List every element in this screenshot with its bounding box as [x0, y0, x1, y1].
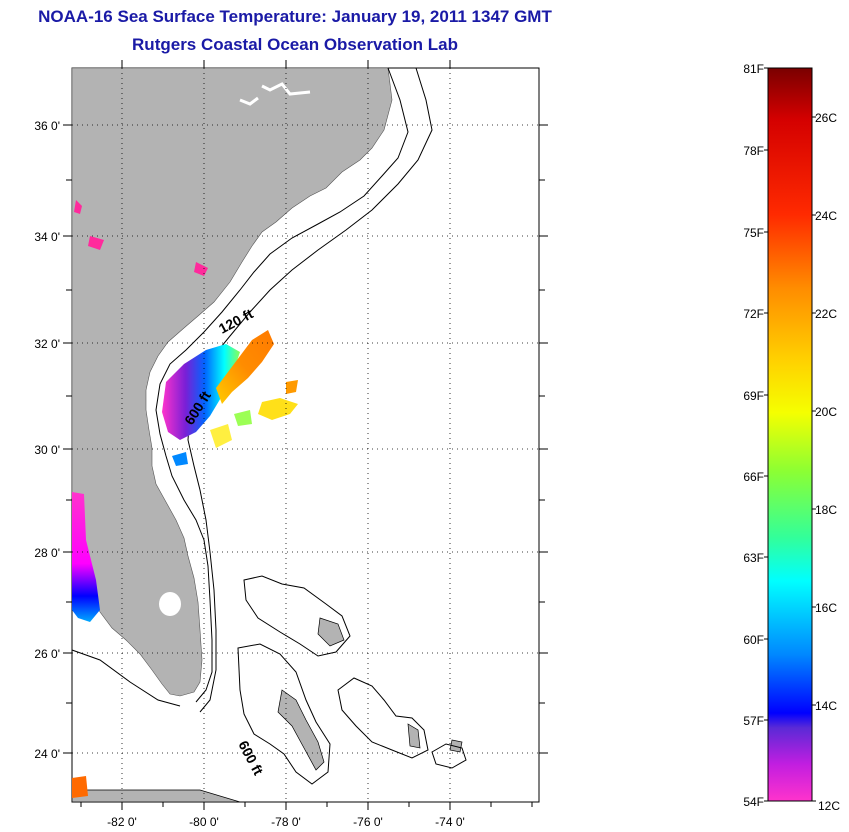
colorbar-fahrenheit-labels: 81F 78F 75F 72F 69F 66F 63F 60F 57F 54F — [743, 62, 764, 809]
colorbar-c-label: 22C — [815, 307, 837, 321]
colorbar-c-label: 20C — [815, 405, 837, 419]
colorbar-f-label: 63F — [743, 551, 764, 565]
sst-data — [72, 200, 298, 798]
lat-label: 26 0' — [34, 647, 60, 661]
colorbar-c-label: 14C — [815, 699, 837, 713]
lat-label: 28 0' — [34, 546, 60, 560]
colorbar-f-label: 60F — [743, 633, 764, 647]
colorbar-c-label: 12C — [818, 799, 840, 813]
colorbar-f-label: 75F — [743, 226, 764, 240]
latitude-labels: 36 0' 34 0' 32 0' 30 0' 28 0' 26 0' 24 0… — [34, 119, 60, 761]
colorbar-f-label: 72F — [743, 307, 764, 321]
lat-label: 32 0' — [34, 337, 60, 351]
lon-label: -74 0' — [435, 815, 465, 829]
colorbar-f-label: 81F — [743, 62, 764, 76]
colorbar-c-label: 24C — [815, 209, 837, 223]
map-title: NOAA-16 Sea Surface Temperature: January… — [38, 7, 552, 26]
colorbar-c-label: 16C — [815, 601, 837, 615]
lon-label: -76 0' — [353, 815, 383, 829]
colorbar-f-label: 78F — [743, 144, 764, 158]
map-subtitle: Rutgers Coastal Ocean Observation Lab — [132, 35, 458, 54]
colorbar-f-label: 57F — [743, 714, 764, 728]
colorbar-c-label: 26C — [815, 111, 837, 125]
lat-label: 36 0' — [34, 119, 60, 133]
lon-label: -78 0' — [271, 815, 301, 829]
lat-label: 34 0' — [34, 230, 60, 244]
axis-ticks — [63, 60, 548, 810]
lat-label: 24 0' — [34, 747, 60, 761]
colorbar-f-label: 69F — [743, 389, 764, 403]
sound-water — [261, 82, 311, 96]
land-mainland — [71, 67, 393, 697]
lon-label: -82 0' — [107, 815, 137, 829]
lat-label: 30 0' — [34, 443, 60, 457]
colorbar-c-label: 18C — [815, 503, 837, 517]
bahamas-island — [277, 689, 325, 771]
colorbar-f-label: 66F — [743, 470, 764, 484]
lon-label: -80 0' — [189, 815, 219, 829]
colorbar-f-label: 54F — [743, 795, 764, 809]
longitude-labels: -82 0' -80 0' -78 0' -76 0' -74 0' — [107, 815, 465, 829]
colorbar — [767, 67, 813, 802]
lake-okeechobee — [159, 592, 181, 616]
colorbar-celsius-labels: 26C 24C 22C 20C 18C 16C 14C 12C — [815, 111, 840, 813]
colorbar-ticks — [764, 67, 816, 802]
